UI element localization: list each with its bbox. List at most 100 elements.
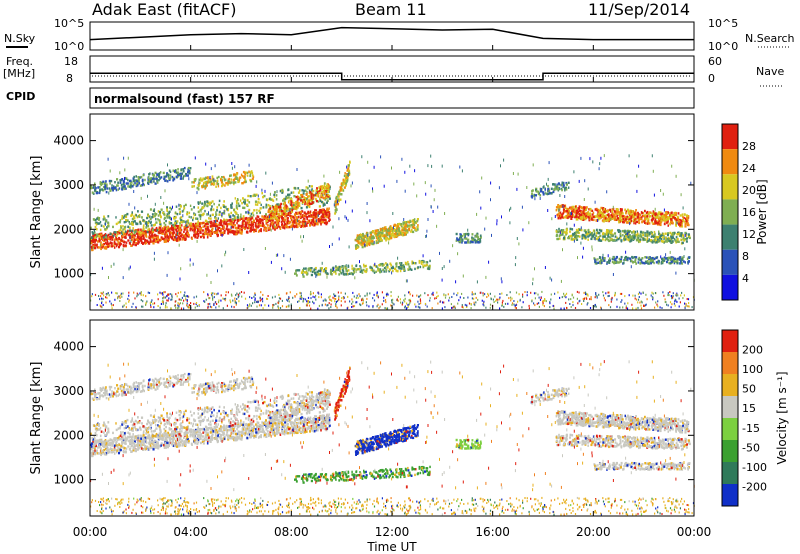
power-echo xyxy=(377,233,380,237)
power-echo xyxy=(589,207,592,211)
power-echo xyxy=(271,198,274,201)
power-echo xyxy=(682,236,685,240)
power-echo xyxy=(648,234,650,237)
power-echo xyxy=(338,198,340,201)
power-echo xyxy=(176,212,179,216)
power-echo xyxy=(650,239,653,242)
power-echo xyxy=(593,237,596,240)
power-echo xyxy=(594,258,596,261)
power-echo xyxy=(567,236,570,240)
power-echo xyxy=(626,235,628,238)
power-echo xyxy=(133,175,135,179)
power-echo xyxy=(361,241,365,244)
power-echo xyxy=(650,235,653,238)
power-echo xyxy=(239,218,241,221)
power-echo xyxy=(204,209,206,213)
power-echo xyxy=(214,217,217,220)
power-echo xyxy=(286,206,289,209)
power-echo xyxy=(648,238,650,241)
power-echo xyxy=(602,232,605,235)
power-echo xyxy=(244,178,246,181)
power-echo xyxy=(185,224,188,227)
power-clutter xyxy=(659,306,661,309)
power-echo xyxy=(609,210,612,213)
power-echo xyxy=(310,195,313,198)
power-echo xyxy=(465,237,468,240)
power-echo xyxy=(204,223,206,226)
power-echo xyxy=(132,215,135,218)
power-echo xyxy=(615,256,618,260)
power-echo xyxy=(278,218,280,222)
power-echo xyxy=(131,238,133,241)
power-echo xyxy=(284,218,286,221)
power-echo xyxy=(390,230,393,233)
power-echo xyxy=(118,231,121,234)
power-clutter xyxy=(287,305,289,308)
power-echo xyxy=(316,187,318,190)
power-echo xyxy=(456,238,459,242)
power-echo xyxy=(365,264,367,268)
power-echo xyxy=(606,219,609,222)
power-echo xyxy=(657,236,660,239)
power-echo xyxy=(203,204,206,208)
power-echo xyxy=(284,207,287,210)
power-echo xyxy=(211,230,214,234)
power-echo xyxy=(238,229,241,232)
power-echo xyxy=(672,234,674,237)
power-echo xyxy=(653,230,656,234)
power-echo xyxy=(579,209,581,212)
power-clutter xyxy=(409,293,411,296)
power-echo xyxy=(251,216,253,219)
power-echo xyxy=(315,192,317,195)
power-echo xyxy=(312,213,315,217)
power-echo xyxy=(135,179,137,182)
power-echo xyxy=(328,184,330,187)
power-clutter xyxy=(621,299,623,302)
power-echo xyxy=(208,217,210,220)
power-echo xyxy=(581,207,583,210)
power-echo xyxy=(351,264,353,268)
power-echo xyxy=(258,220,261,224)
power-echo xyxy=(475,240,478,243)
power-echo xyxy=(217,185,220,188)
power-clutter xyxy=(671,303,673,306)
power-echo xyxy=(180,221,183,224)
power-echo xyxy=(629,235,632,238)
power-echo xyxy=(199,217,202,221)
power-echo xyxy=(354,238,357,242)
power-echo xyxy=(390,264,392,267)
power-echo xyxy=(321,218,324,221)
power-echo xyxy=(137,178,140,181)
power-echo xyxy=(215,222,218,226)
power-echo xyxy=(667,232,670,235)
power-echo xyxy=(622,215,624,218)
power-echo xyxy=(601,213,604,216)
power-echo xyxy=(479,240,482,243)
power-echo xyxy=(251,223,254,226)
power-echo xyxy=(183,204,185,208)
power-echo xyxy=(176,226,179,230)
power-echo xyxy=(151,213,154,216)
power-echo xyxy=(172,227,174,230)
power-echo xyxy=(100,244,103,247)
power-echo xyxy=(292,191,295,194)
power-echo xyxy=(279,189,282,193)
power-echo xyxy=(182,177,184,180)
power-echo xyxy=(290,198,293,201)
power-echo xyxy=(233,215,236,218)
power-echo xyxy=(379,270,382,274)
power-echo xyxy=(150,180,152,183)
power-echo xyxy=(464,235,466,238)
power-echo xyxy=(458,238,460,241)
power-echo xyxy=(654,218,657,221)
power-echo xyxy=(339,271,342,274)
power-echo xyxy=(672,216,675,219)
power-echo xyxy=(187,166,190,170)
power-echo xyxy=(596,228,598,232)
power-echo xyxy=(646,217,649,220)
power-echo xyxy=(114,181,116,184)
power-echo xyxy=(627,209,630,213)
power-echo xyxy=(287,220,290,223)
power-echo xyxy=(311,189,313,192)
power-echo xyxy=(677,240,680,243)
